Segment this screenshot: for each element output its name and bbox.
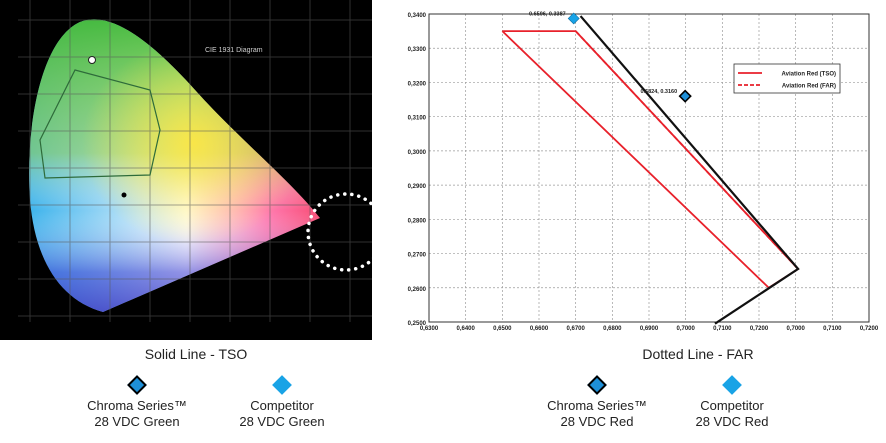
x-tick-label: 0,6600 xyxy=(530,326,549,332)
legend-chroma-green-line2: 28 VDC Green xyxy=(94,414,180,429)
x-tick-label: 0,7100 xyxy=(823,326,842,332)
legend-competitor-red-line1: Competitor xyxy=(700,398,764,413)
legend-chroma-red-line1: Chroma Series™ xyxy=(547,398,647,413)
legend-competitor-green: Competitor 28 VDC Green xyxy=(227,375,337,430)
cie-tso-green-outline xyxy=(39,69,161,179)
point-label: 0.6824, 0.3160 xyxy=(640,89,677,95)
legend-chroma-red: Chroma Series™ 28 VDC Red xyxy=(542,375,652,430)
chroma-green-point xyxy=(88,56,96,64)
diamond-solid-icon xyxy=(722,375,742,395)
x-tick-label: 0,7200 xyxy=(860,326,879,332)
x-tick-label: 0,7000 xyxy=(786,326,805,332)
legend-box xyxy=(733,63,841,94)
cie-gridlines xyxy=(18,0,372,322)
y-tick-label: 0,2500 xyxy=(408,321,427,327)
y-tick-label: 0,3100 xyxy=(408,116,427,122)
cie-inner-title: CIE 1931 Diagram xyxy=(205,47,263,54)
left-caption: Solid Line - TSO xyxy=(144,346,248,362)
legend-label: Aviation Red (TSO) xyxy=(782,72,836,78)
point-label: 0.6596, 0.3387 xyxy=(529,11,566,17)
competitor-green-point xyxy=(121,192,127,198)
chroma-red-point xyxy=(678,89,692,103)
y-tick-label: 0,3300 xyxy=(408,47,427,53)
legend-competitor-red-line2: 28 VDC Red xyxy=(695,414,769,429)
y-tick-labels: 0,2500 0,2600 0,2700 0,2800 0,2900 0,3000 0,31… xyxy=(408,13,427,327)
x-tick-labels: 0,6300 0,6400 0,6500 0,6600 0,6700 0,6800 0,69… xyxy=(420,326,879,332)
legend-chroma-green: Chroma Series™ 28 VDC Green xyxy=(82,375,192,430)
cie-diagram-panel: CIE 1931 Diagram xyxy=(0,0,372,340)
x-tick-label: 0,7100 xyxy=(713,326,732,332)
right-caption: Dotted Line - FAR xyxy=(642,346,754,362)
legend-competitor-green-line1: Competitor xyxy=(250,398,314,413)
x-tick-label: 0,6800 xyxy=(603,326,622,332)
cie-horseshoe xyxy=(29,19,320,313)
chart-legend: Aviation Red (TSO) Aviation Red (FAR) xyxy=(733,63,841,94)
plot-frame xyxy=(428,13,870,323)
chart-gridlines xyxy=(428,13,870,323)
diamond-outlined-icon xyxy=(127,375,147,395)
x-tick-label: 0,6300 xyxy=(420,326,439,332)
cie-diagram: CIE 1931 Diagram xyxy=(18,0,372,322)
series-line-boundary xyxy=(579,15,800,325)
y-tick-label: 0,3000 xyxy=(408,150,427,156)
diamond-outlined-icon xyxy=(587,375,607,395)
x-tick-label: 0,6700 xyxy=(566,326,585,332)
x-tick-label: 0,6500 xyxy=(493,326,512,332)
y-tick-label: 0,2600 xyxy=(408,287,427,293)
legend-chroma-red-line2: 28 VDC Red xyxy=(560,414,634,429)
chart-series xyxy=(501,15,800,325)
legend-competitor-red: Competitor 28 VDC Red xyxy=(677,375,787,430)
y-tick-label: 0,2800 xyxy=(408,218,427,224)
x-tick-label: 0,7000 xyxy=(676,326,695,332)
legend-label: Aviation Red (FAR) xyxy=(782,84,836,90)
x-tick-label: 0,6400 xyxy=(456,326,475,332)
x-tick-label: 0,6900 xyxy=(640,326,659,332)
red-region-highlight-circle xyxy=(306,192,372,272)
chart-points: 0.6596, 0.3387 0.6824, 0.3160 xyxy=(529,11,692,103)
series-line-aviation-red-far- xyxy=(575,30,799,270)
y-tick-label: 0,3400 xyxy=(408,13,427,19)
x-tick-label: 0,7200 xyxy=(750,326,769,332)
y-tick-label: 0,2700 xyxy=(408,253,427,259)
legend-chroma-green-line1: Chroma Series™ xyxy=(87,398,187,413)
y-tick-label: 0,3200 xyxy=(408,81,427,87)
competitor-red-point xyxy=(567,12,580,25)
y-tick-label: 0,2900 xyxy=(408,184,427,190)
diamond-solid-icon xyxy=(272,375,292,395)
legend-competitor-green-line2: 28 VDC Green xyxy=(239,414,325,429)
red-zoom-chart: 0,2500 0,2600 0,2700 0,2800 0,2900 0,3000 0,31… xyxy=(408,11,879,332)
